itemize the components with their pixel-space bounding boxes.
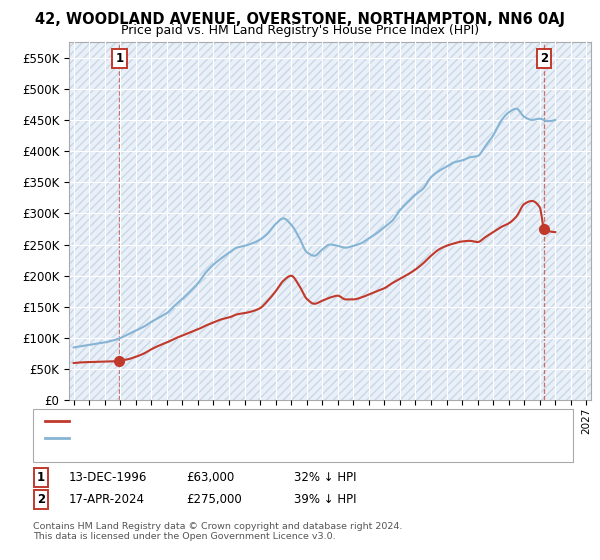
Text: 1: 1 — [37, 470, 45, 484]
Text: Contains HM Land Registry data © Crown copyright and database right 2024.
This d: Contains HM Land Registry data © Crown c… — [33, 522, 403, 542]
Text: HPI: Average price, detached house, West Northamptonshire: HPI: Average price, detached house, West… — [72, 433, 404, 443]
Text: 2: 2 — [540, 52, 548, 64]
Text: 13-DEC-1996: 13-DEC-1996 — [69, 470, 148, 484]
Text: 17-APR-2024: 17-APR-2024 — [69, 493, 145, 506]
Text: 2: 2 — [37, 493, 45, 506]
Text: 42, WOODLAND AVENUE, OVERSTONE, NORTHAMPTON, NN6 0AJ (detached house): 42, WOODLAND AVENUE, OVERSTONE, NORTHAMP… — [72, 416, 526, 426]
Text: 1: 1 — [115, 52, 124, 64]
Text: £275,000: £275,000 — [186, 493, 242, 506]
Text: 42, WOODLAND AVENUE, OVERSTONE, NORTHAMPTON, NN6 0AJ: 42, WOODLAND AVENUE, OVERSTONE, NORTHAMP… — [35, 12, 565, 27]
Text: £63,000: £63,000 — [186, 470, 234, 484]
Text: Price paid vs. HM Land Registry's House Price Index (HPI): Price paid vs. HM Land Registry's House … — [121, 24, 479, 36]
Text: 39% ↓ HPI: 39% ↓ HPI — [294, 493, 356, 506]
Text: 32% ↓ HPI: 32% ↓ HPI — [294, 470, 356, 484]
